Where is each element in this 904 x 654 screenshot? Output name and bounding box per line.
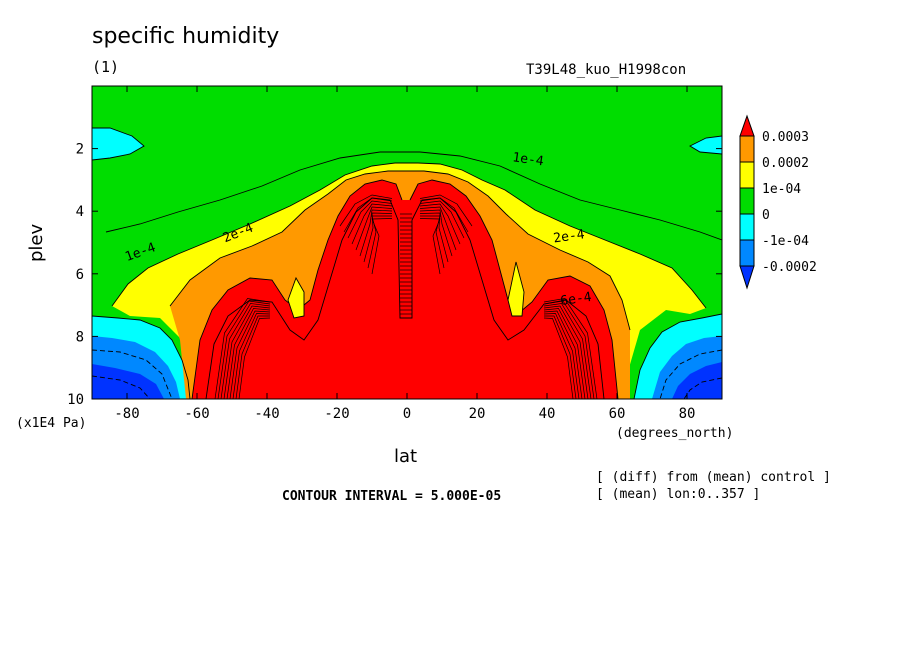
x-axis-unit: (degrees_north) bbox=[616, 426, 734, 441]
dense-contour-line bbox=[543, 308, 586, 399]
legend-label: 0 bbox=[762, 208, 770, 223]
dense-contour-line bbox=[339, 194, 393, 227]
legend-label: 0.0003 bbox=[762, 130, 809, 145]
y-tick-label: 6 bbox=[76, 267, 84, 283]
dense-contour-line bbox=[220, 303, 271, 399]
x-tick-label: -20 bbox=[324, 406, 349, 422]
dense-contour-line bbox=[419, 209, 453, 257]
dense-contour-line bbox=[226, 308, 271, 399]
dense-contour-line bbox=[543, 305, 589, 399]
right-yellow-pocket bbox=[507, 261, 525, 317]
panel-label: (1) bbox=[92, 58, 120, 76]
dense-contour-line bbox=[543, 313, 580, 399]
legend-label: -1e-04 bbox=[762, 234, 809, 249]
red-core-fill bbox=[192, 180, 618, 399]
dense-contour-line bbox=[355, 206, 393, 251]
dense-contour-line bbox=[343, 197, 393, 233]
y-tick-label: 4 bbox=[76, 204, 84, 220]
dense-contour-line bbox=[419, 218, 441, 275]
dense-contour-line bbox=[214, 298, 271, 399]
legend-label: 0.0002 bbox=[762, 156, 809, 171]
dense-contour-line bbox=[544, 315, 577, 399]
left-yellow-pocket bbox=[287, 276, 305, 319]
contour-interval: CONTOUR INTERVAL = 5.000E-05 bbox=[282, 489, 502, 504]
upper-right-cyan-fill bbox=[690, 136, 722, 154]
legend-swatch bbox=[739, 135, 755, 163]
legend-swatch bbox=[739, 187, 755, 215]
y-tick-label: 10 bbox=[67, 392, 84, 408]
x-tick-label: 40 bbox=[539, 406, 556, 422]
dense-contour-line bbox=[223, 305, 271, 399]
dense-contour-line bbox=[238, 317, 271, 399]
dense-contour-line bbox=[543, 303, 592, 399]
dense-contour-line bbox=[351, 203, 393, 245]
x-tick-label: -60 bbox=[184, 406, 209, 422]
legend-swatch bbox=[739, 161, 755, 189]
legend-label: 1e-04 bbox=[762, 182, 801, 197]
chart-title: specific humidity bbox=[92, 24, 280, 49]
y-tick-label: 8 bbox=[76, 329, 84, 345]
color-legend: 0.0003 0.0002 1e-04 0 -1e-04 -0.0002 bbox=[739, 114, 817, 290]
dense-contour-line bbox=[232, 313, 271, 399]
dense-contour-line bbox=[419, 203, 461, 245]
dense-contour-line bbox=[419, 206, 457, 251]
legend-label: -0.0002 bbox=[762, 260, 817, 275]
y-tick-label: 2 bbox=[76, 142, 84, 158]
mean-note: [ (mean) lon:0..357 ] bbox=[596, 487, 761, 502]
diff-note: [ (diff) from (mean) control ] bbox=[596, 470, 831, 485]
dense-contour-line bbox=[543, 310, 583, 399]
contour-label: 6e-4 bbox=[559, 290, 592, 309]
dense-contour-line bbox=[419, 200, 465, 239]
x-tick-label: -80 bbox=[114, 406, 139, 422]
y-ticks: 2 4 6 8 10 bbox=[67, 142, 722, 408]
north-polar-darkblue-fill bbox=[672, 362, 722, 399]
y-axis-unit: (x1E4 Pa) bbox=[16, 416, 87, 431]
dense-contour-line bbox=[543, 300, 595, 399]
x-tick-label: 0 bbox=[403, 406, 411, 422]
dense-contour-line bbox=[543, 298, 598, 399]
contour-label: 2e-4 bbox=[552, 227, 585, 246]
dense-contour-line bbox=[419, 197, 469, 233]
dense-contour-line bbox=[419, 194, 473, 227]
x-axis-label: lat bbox=[394, 446, 418, 467]
legend-swatch bbox=[739, 213, 755, 241]
run-id: T39L48_kuo_H1998con bbox=[526, 62, 687, 78]
dense-contour-line bbox=[359, 209, 393, 257]
dense-contour-line bbox=[347, 200, 393, 239]
legend-arrow-bottom bbox=[739, 265, 755, 290]
x-tick-label: 60 bbox=[609, 406, 626, 422]
dense-contour-line bbox=[371, 218, 393, 275]
contour-label: 1e-4 bbox=[511, 150, 544, 169]
dense-contour-line bbox=[229, 310, 271, 399]
legend-arrow-top bbox=[739, 114, 755, 137]
dense-contour-line bbox=[217, 300, 271, 399]
x-tick-label: 20 bbox=[469, 406, 486, 422]
x-tick-label: 80 bbox=[679, 406, 696, 422]
dense-contour-lines bbox=[214, 194, 598, 399]
x-tick-label: -40 bbox=[254, 406, 279, 422]
dense-contour-line bbox=[543, 317, 574, 399]
south-polar-darkblue-fill bbox=[92, 364, 164, 399]
x-ticks: -80 -60 -40 -20 0 20 40 60 80 bbox=[114, 86, 695, 422]
legend-swatch bbox=[739, 239, 755, 267]
dense-contour-line bbox=[235, 315, 270, 399]
